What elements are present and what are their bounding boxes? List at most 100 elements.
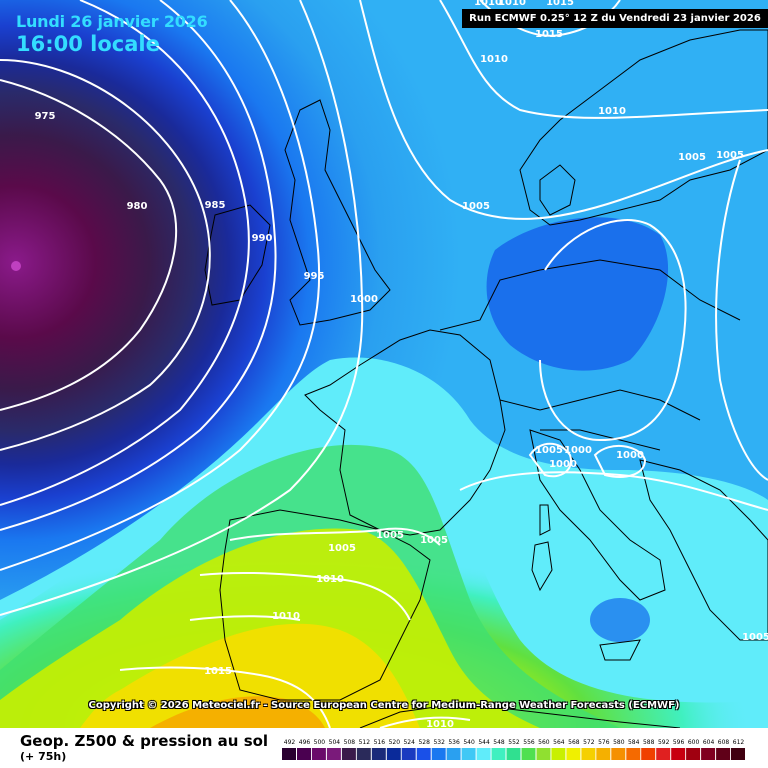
isobar-label: 1005 xyxy=(742,632,768,643)
isobar-label: 995 xyxy=(304,271,325,282)
coast-france xyxy=(304,329,506,536)
legend-swatch xyxy=(491,748,506,760)
legend-swatch xyxy=(596,748,611,760)
legend-label: 580 xyxy=(613,739,625,746)
isobar-label: 1000 xyxy=(564,445,592,456)
legend-label: 516 xyxy=(374,739,386,746)
color-scale-legend: 492 496 500 504 508 512 516 520 524 528 532 536 540 5… xyxy=(282,739,745,760)
forecast-time: 16:00 locale xyxy=(16,32,160,56)
legend-label: 504 xyxy=(329,739,341,746)
legend-swatch xyxy=(536,748,551,760)
isobar-1005-north xyxy=(359,0,768,220)
weather-map: 975 980 985 990 995 1000 1005 1010 1015 … xyxy=(0,0,768,728)
isobar-labels: 975 980 985 990 995 1000 1005 1010 1015 … xyxy=(35,0,768,728)
legend-label: 540 xyxy=(463,739,475,746)
isobar-label: 1015 xyxy=(535,29,563,40)
legend-swatch xyxy=(551,748,566,760)
legend-swatch xyxy=(326,748,341,760)
isobar-1005-germany xyxy=(539,219,687,442)
isobar-label: 1005 xyxy=(376,530,404,541)
legend-label: 556 xyxy=(523,739,535,746)
legend-label: 568 xyxy=(568,739,580,746)
legend-swatch xyxy=(356,748,371,760)
legend-label: 572 xyxy=(583,739,595,746)
isobar-1000-alps-w xyxy=(528,442,572,478)
legend-label: 544 xyxy=(478,739,490,746)
legend-swatch xyxy=(311,748,326,760)
model-run-info: Run ECMWF 0.25° 12 Z du Vendredi 23 janv… xyxy=(462,9,768,28)
field-core-germany xyxy=(486,217,669,371)
isobar-label: 1000 xyxy=(350,294,378,305)
legend-label: 520 xyxy=(389,739,401,746)
legend-label: 552 xyxy=(508,739,520,746)
legend-swatch xyxy=(581,748,596,760)
legend-label: 596 xyxy=(673,739,685,746)
legend-label: 576 xyxy=(598,739,610,746)
isobar-1010-north xyxy=(439,0,768,119)
legend-swatch xyxy=(341,748,356,760)
legend-swatch xyxy=(371,748,386,760)
isobar-label: 1010 xyxy=(316,574,344,585)
legend-label: 588 xyxy=(643,739,655,746)
legend-swatch xyxy=(506,748,521,760)
legend-swatch xyxy=(686,748,701,760)
isobar-1005-alps xyxy=(459,471,768,511)
isobar-label: 1005 xyxy=(328,543,356,554)
field-orange xyxy=(150,696,325,728)
legend-label: 508 xyxy=(344,739,356,746)
legend-swatch xyxy=(446,748,461,760)
coast-scandinavia xyxy=(519,29,768,226)
isobar-label: 980 xyxy=(127,201,148,212)
legend-swatches xyxy=(282,748,745,760)
legend-label: 496 xyxy=(299,739,311,746)
legend-label: 532 xyxy=(433,739,445,746)
isobar-label: 1015 xyxy=(546,0,574,8)
isobar-label: 990 xyxy=(252,233,273,244)
legend-label: 612 xyxy=(733,739,745,746)
isobar-975 xyxy=(0,79,178,411)
coastlines xyxy=(204,29,768,728)
coast-balkans xyxy=(639,459,768,641)
isobar-label: 1005 xyxy=(678,152,706,163)
legend-swatch xyxy=(461,748,476,760)
legend-swatch xyxy=(626,748,641,760)
island-corsica xyxy=(539,504,551,536)
forecast-date: Lundi 26 janvier 2026 xyxy=(16,12,208,31)
isobar-label: 1000 xyxy=(616,450,644,461)
isobar-1015-south xyxy=(119,666,331,728)
coast-italy xyxy=(529,429,666,601)
legend-label: 604 xyxy=(703,739,715,746)
coast-north-africa xyxy=(359,704,681,728)
legend-swatch xyxy=(701,748,716,760)
legend-label: 512 xyxy=(359,739,371,746)
legend-label: 492 xyxy=(284,739,296,746)
field-core-italy xyxy=(590,598,650,642)
isobar-label: 1010 xyxy=(272,611,300,622)
legend-label: 592 xyxy=(658,739,670,746)
isobars xyxy=(0,0,768,728)
legend-swatch xyxy=(416,748,431,760)
isobar-1010-africa xyxy=(379,716,471,728)
isobar-1000-alps-e xyxy=(593,444,647,478)
legend-swatch xyxy=(521,748,536,760)
legend-swatch xyxy=(401,748,416,760)
legend-label: 500 xyxy=(314,739,326,746)
legend-label: 524 xyxy=(403,739,415,746)
legend-swatch xyxy=(641,748,656,760)
isobar-label: 1010 xyxy=(498,0,526,8)
isobar-990 xyxy=(0,0,277,531)
isobar-1010-south xyxy=(189,615,301,621)
forecast-lead-time: (+ 75h) xyxy=(20,750,67,763)
map-parameter-title: Geop. Z500 & pression au sol xyxy=(20,732,269,750)
island-sardinia xyxy=(531,541,553,592)
isobar-label: 1010 xyxy=(598,106,626,117)
isobar-label: 985 xyxy=(205,200,226,211)
isobar-1005-iberia xyxy=(229,527,441,546)
isobar-label: 975 xyxy=(35,111,56,122)
legend-label: 564 xyxy=(553,739,565,746)
legend-label: 536 xyxy=(448,739,460,746)
legend-swatch xyxy=(297,748,311,760)
low-centre-marker xyxy=(11,261,21,271)
legend-swatch xyxy=(671,748,686,760)
